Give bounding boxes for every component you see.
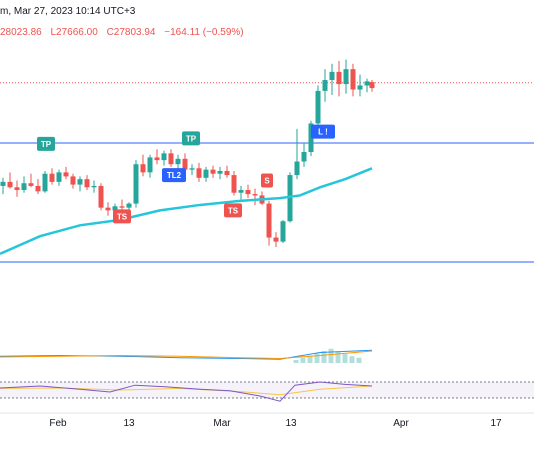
candle-body-15 [105,207,111,211]
macd-histogram-bar-8 [349,356,355,363]
candle-body-22 [154,157,160,161]
candle-body-16 [112,206,118,211]
rsi-band [0,382,534,398]
candle-body-18 [126,203,132,208]
candle-body-7 [49,173,55,182]
macd-histogram-bar-3 [314,353,320,363]
signal-flag-4 [224,203,242,218]
candle-body-0 [0,181,6,186]
candle-body-20 [140,164,146,173]
macd-histogram-bar-5 [328,348,334,363]
change-value: −164.11 (−0.59%) [164,27,244,38]
signal-flag-5 [261,173,273,188]
candle-body-28 [196,168,202,178]
candle-body-19 [133,164,139,204]
macd-signal-line [0,350,373,360]
candle-body-23 [161,153,167,161]
signal-flag-label-5: S [264,177,270,186]
macd-histogram-bar-7 [342,354,348,363]
candle-body-38 [266,203,272,238]
candle-body-41 [287,175,293,222]
candle-body-25 [175,158,181,165]
candle-body-6 [42,173,48,192]
candle-body-42 [294,161,300,176]
candle-body-14 [98,185,104,208]
open-value: 28023.86 [0,27,42,38]
candle-body-10 [70,176,76,185]
signal-flag-2 [182,131,200,146]
x-tick-label-0: Feb [49,418,67,429]
candle-body-45 [315,90,321,124]
signal-flag-label-2: TP [186,134,197,143]
candle-body-21 [147,157,153,173]
candle-body-36 [252,194,258,196]
candle-body-31 [217,171,223,174]
signal-flag-label-4: TS [228,206,239,215]
x-tick-label-2: Mar [213,418,231,429]
candle-body-9 [63,172,69,177]
candle-body-46 [322,80,328,91]
signal-flag-3 [162,168,186,183]
candle-body-29 [203,169,209,178]
macd-histogram-bar-0 [293,360,299,363]
candle-body-39 [273,237,279,242]
candle-body-34 [238,190,244,193]
signal-flag-label-3: TL2 [167,171,182,180]
candle-body-33 [231,175,237,193]
x-tick-label-4: Apr [393,418,409,429]
macd-histogram-bar-9 [356,357,362,363]
candle-body-51 [357,85,363,90]
chart-header: m, Mar 27, 2023 10:14 UTC+3 28023.86 L27… [0,0,534,42]
signal-flag-0 [37,136,55,151]
low-value: L27666.00 [50,27,98,38]
close-value: C27803.94 [106,27,156,38]
candle-body-12 [84,179,90,188]
candle-body-2 [14,187,20,191]
rsi-line [0,381,373,402]
candle-body-3 [21,183,27,191]
candle-body-1 [7,181,13,188]
x-tick-label-5: 17 [490,418,502,429]
candle-body-24 [168,153,174,165]
candle-body-8 [56,172,62,182]
candle-body-52 [364,81,370,86]
signal-flag-1 [113,209,131,224]
candle-body-17 [119,206,125,208]
candle-body-49 [343,69,349,85]
candle-body-48 [336,71,342,85]
candle-body-27 [189,168,195,170]
candle-body-11 [77,179,83,185]
candle-body-30 [210,169,216,174]
moving-average-line [0,167,373,255]
candle-body-44 [308,123,314,152]
candle-body-26 [182,158,188,170]
candle-body-47 [329,71,335,81]
candle-body-53 [369,82,375,89]
candle-body-50 [350,69,356,90]
macd-histogram-bar-4 [321,351,327,363]
candle-body-43 [301,151,307,162]
candle-body-40 [280,221,286,242]
macd-histogram-bar-1 [300,357,306,363]
candle-body-32 [224,171,230,176]
candle-body-13 [91,185,97,188]
signal-flag-label-0: TP [41,140,52,149]
macd-histogram-bar-2 [307,355,313,363]
symbol-info: m, Mar 27, 2023 10:14 UTC+3 [0,6,136,17]
signal-flag-6 [311,124,335,139]
signal-flag-label-6: L ! [318,128,328,137]
signal-flag-label-1: TS [117,212,128,221]
macd-histogram-bar-6 [335,351,341,363]
candle-body-4 [28,183,34,186]
x-tick-label-1: 13 [123,418,135,429]
candle-body-35 [245,190,251,195]
candle-body-5 [35,185,41,192]
x-tick-label-3: 13 [285,418,297,429]
ohlc-readout: 28023.86 L27666.00 C27803.94 −164.11 (−0… [0,27,250,38]
